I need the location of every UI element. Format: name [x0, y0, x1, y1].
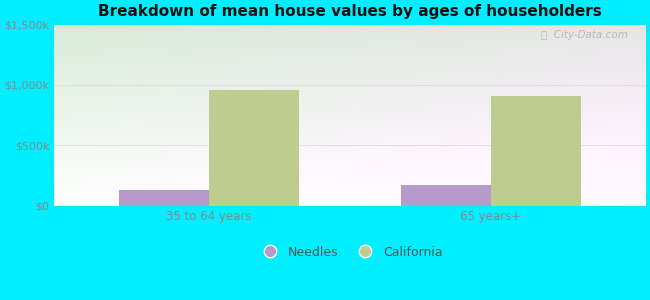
Title: Breakdown of mean house values by ages of householders: Breakdown of mean house values by ages o…	[98, 4, 602, 19]
Bar	[400, 185, 491, 206]
Bar	[119, 190, 209, 206]
Bar	[491, 96, 581, 206]
Text: ⓘ  City-Data.com: ⓘ City-Data.com	[541, 30, 628, 40]
Bar	[209, 90, 299, 206]
Legend: Needles, California: Needles, California	[252, 241, 448, 264]
